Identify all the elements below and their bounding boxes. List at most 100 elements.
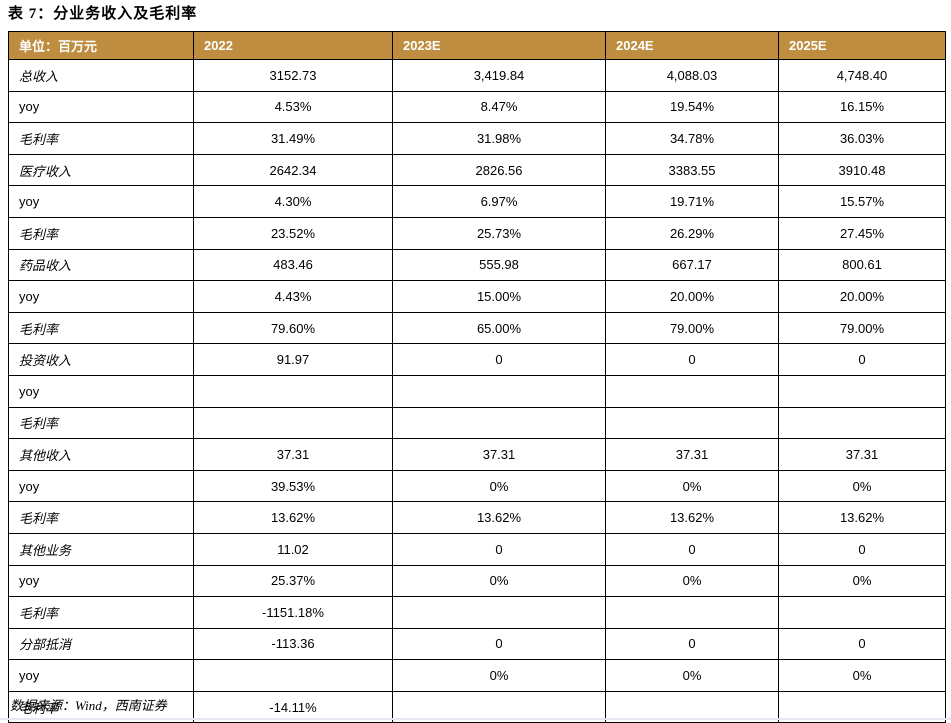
cell-2023E: 25.73% <box>392 216 606 250</box>
table-row: yoy 4.43% 15.00% 20.00% 20.00% <box>8 280 946 313</box>
cell-2022: -14.11% <box>193 690 393 723</box>
table-header: 单位：百万元 2022 2023E 2024E 2025E <box>8 31 946 60</box>
cell-2025E: 36.03% <box>778 122 946 155</box>
cell-2023E: 6.97% <box>392 185 606 218</box>
cell-2025E <box>778 596 946 629</box>
table-row: yoy 39.53% 0% 0% 0% <box>8 469 946 503</box>
table-row: 其他收入 37.31 37.31 37.31 37.31 <box>8 438 946 471</box>
table-row: 药品收入 483.46 555.98 667.17 800.61 <box>8 248 946 282</box>
table-row: 医疗收入 2642.34 2826.56 3383.55 3910.48 <box>8 153 946 187</box>
cell-2025E: 15.57% <box>778 185 946 218</box>
cell-2023E: 8.47% <box>392 90 606 124</box>
cell-2025E: 0% <box>778 659 946 692</box>
cell-2022: -113.36 <box>193 627 393 661</box>
cell-2024E <box>605 596 779 629</box>
header-row: 单位：百万元 2022 2023E 2024E 2025E <box>8 31 946 60</box>
cell-2023E: 37.31 <box>392 438 606 471</box>
table-row: yoy 0% 0% 0% <box>8 659 946 692</box>
row-label: yoy <box>8 564 194 598</box>
table-row: yoy 4.53% 8.47% 19.54% 16.15% <box>8 90 946 124</box>
cell-2024E: 13.62% <box>605 501 779 534</box>
cell-2024E: 0% <box>605 564 779 598</box>
cell-2024E: 26.29% <box>605 216 779 250</box>
cell-2025E: 0 <box>778 627 946 661</box>
cell-2025E: 37.31 <box>778 438 946 471</box>
table-row: 毛利率 79.60% 65.00% 79.00% 79.00% <box>8 311 946 345</box>
row-label: 医疗收入 <box>8 153 194 187</box>
header-col-2025e: 2025E <box>778 31 946 60</box>
cell-2024E: 3383.55 <box>605 153 779 187</box>
cell-2024E: 19.71% <box>605 185 779 218</box>
cell-2025E: 13.62% <box>778 501 946 534</box>
row-label: 其他业务 <box>8 532 194 566</box>
table-row: 毛利率 23.52% 25.73% 26.29% 27.45% <box>8 216 946 250</box>
cell-2022: 483.46 <box>193 248 393 282</box>
cell-2025E: 0% <box>778 469 946 503</box>
table-title: 表 7：分业务收入及毛利率 <box>8 6 198 22</box>
table-row: yoy 4.30% 6.97% 19.71% 15.57% <box>8 185 946 218</box>
table-row: 总收入 3152.73 3,419.84 4,088.03 4,748.40 <box>8 59 946 92</box>
cell-2024E: 34.78% <box>605 122 779 155</box>
row-label: 毛利率 <box>8 216 194 250</box>
cell-2022: 25.37% <box>193 564 393 598</box>
cell-2022: 91.97 <box>193 343 393 376</box>
cell-2023E: 65.00% <box>392 311 606 345</box>
cell-2023E: 3,419.84 <box>392 59 606 92</box>
cell-2025E: 800.61 <box>778 248 946 282</box>
cell-2025E: 3910.48 <box>778 153 946 187</box>
table-row: 分部抵消 -113.36 0 0 0 <box>8 627 946 661</box>
header-col-2022: 2022 <box>193 31 393 60</box>
cell-2025E: 27.45% <box>778 216 946 250</box>
cell-2022: 31.49% <box>193 122 393 155</box>
cell-2024E <box>605 374 779 408</box>
row-label: 毛利率 <box>8 596 194 629</box>
row-label: 总收入 <box>8 59 194 92</box>
cell-2023E: 0% <box>392 469 606 503</box>
cell-2022: 37.31 <box>193 438 393 471</box>
segment-revenue-table: 单位：百万元 2022 2023E 2024E 2025E 总收入 3152.73… <box>8 31 946 723</box>
cell-2022: 2642.34 <box>193 153 393 187</box>
table-row: 毛利率 -14.11% <box>8 690 946 723</box>
cell-2024E: 0% <box>605 659 779 692</box>
cell-2024E: 20.00% <box>605 280 779 313</box>
row-label: yoy <box>8 659 194 692</box>
cell-2024E: 0% <box>605 469 779 503</box>
cell-2025E <box>778 690 946 723</box>
cell-2024E <box>605 690 779 723</box>
cell-2022: 3152.73 <box>193 59 393 92</box>
cell-2025E: 20.00% <box>778 280 946 313</box>
row-label: yoy <box>8 90 194 124</box>
table-row: yoy 25.37% 0% 0% 0% <box>8 564 946 598</box>
table-row: yoy <box>8 374 946 408</box>
header-col-2024e: 2024E <box>605 31 779 60</box>
cell-2023E: 0 <box>392 532 606 566</box>
cell-2022: 4.43% <box>193 280 393 313</box>
page-bottom-divider <box>0 718 951 720</box>
table-row: 毛利率 -1151.18% <box>8 596 946 629</box>
cell-2025E: 79.00% <box>778 311 946 345</box>
cell-2024E: 19.54% <box>605 90 779 124</box>
cell-2025E <box>778 374 946 408</box>
cell-2022: 79.60% <box>193 311 393 345</box>
table-row: 毛利率 31.49% 31.98% 34.78% 36.03% <box>8 122 946 155</box>
cell-2025E: 0% <box>778 564 946 598</box>
cell-2022: 23.52% <box>193 216 393 250</box>
row-label: 毛利率 <box>8 311 194 345</box>
cell-2024E: 667.17 <box>605 248 779 282</box>
table-row: 毛利率 13.62% 13.62% 13.62% 13.62% <box>8 501 946 534</box>
cell-2023E: 0 <box>392 343 606 376</box>
row-label: 毛利率 <box>8 690 194 723</box>
cell-2023E: 0 <box>392 627 606 661</box>
row-label: yoy <box>8 280 194 313</box>
cell-2024E <box>605 406 779 440</box>
row-label: 毛利率 <box>8 406 194 440</box>
row-label: 其他收入 <box>8 438 194 471</box>
cell-2025E: 0 <box>778 532 946 566</box>
data-source-note: 数据来源：Wind，西南证券 <box>10 698 167 713</box>
row-label: 药品收入 <box>8 248 194 282</box>
cell-2023E <box>392 406 606 440</box>
cell-2022: 4.53% <box>193 90 393 124</box>
table-body: 总收入 3152.73 3,419.84 4,088.03 4,748.40 yoy 4.5… <box>8 59 946 723</box>
cell-2025E: 0 <box>778 343 946 376</box>
